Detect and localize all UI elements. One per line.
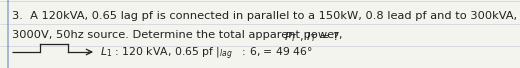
Text: 3000V, 50hz source. Determine the total apparent power,: 3000V, 50hz source. Determine the total … bbox=[12, 30, 343, 40]
Text: 3.  A 120kVA, 0.65 lag pf is connected in parallel to a 150kW, 0.8 lead pf and t: 3. A 120kVA, 0.65 lag pf is connected in… bbox=[12, 11, 520, 21]
Text: $P_{T}$ , $I_{T}$ = ?: $P_{T}$ , $I_{T}$ = ? bbox=[284, 30, 340, 44]
Text: $L_1$ : 120 kVA, 0.65 pf |$_{lag}$   : 6, = 49 46°: $L_1$ : 120 kVA, 0.65 pf |$_{lag}$ : 6, … bbox=[100, 46, 313, 62]
